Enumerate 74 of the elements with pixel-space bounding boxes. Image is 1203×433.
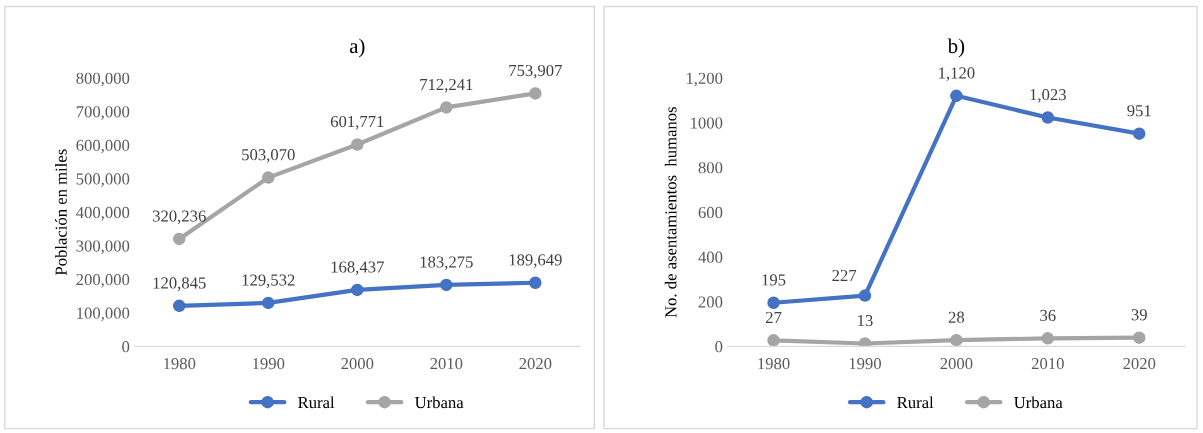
point [440, 278, 453, 292]
point [1041, 332, 1055, 345]
y-tick-label: 200 [698, 296, 723, 308]
data-label: 195 [762, 274, 786, 286]
point [172, 299, 186, 313]
y-tick-label: 0 [715, 341, 723, 353]
point [262, 171, 275, 184]
y-tick-label: 400,000 [76, 206, 130, 221]
data-label: 320,236 [152, 210, 206, 225]
data-label: 28 [948, 311, 965, 323]
data-label: 39 [1131, 309, 1147, 321]
data-label: 712,241 [420, 78, 473, 93]
x-tick-label: 1980 [758, 357, 790, 370]
point [351, 283, 364, 297]
y-tick-label: 0 [122, 341, 130, 353]
chart-title: b) [947, 38, 965, 58]
y-tick-label: 500,000 [76, 173, 130, 187]
legend-label: Rural [298, 396, 335, 409]
legend-label: Urbana [414, 396, 464, 409]
y-axis-title: No. de asentamientos humanos [664, 107, 677, 318]
x-tick-label: 2020 [1123, 357, 1156, 370]
data-label: 168,437 [331, 261, 384, 275]
point [529, 87, 542, 100]
x-tick-label: 1980 [164, 357, 196, 370]
data-label: 13 [858, 315, 873, 327]
y-tick-label: 100,000 [77, 307, 130, 322]
data-label: 27 [765, 311, 782, 323]
y-tick-label: 400 [698, 251, 723, 263]
data-label: 601,771 [330, 115, 384, 130]
data-label: 1,023 [1030, 89, 1066, 103]
point [950, 333, 963, 347]
y-tick-label: 700,000 [76, 106, 130, 120]
data-label: 503,070 [242, 149, 295, 163]
point [351, 138, 364, 151]
data-label: 129,532 [242, 274, 295, 289]
chart-title: a) [349, 38, 365, 58]
point [172, 232, 186, 246]
x-tick-label: 2000 [940, 357, 973, 370]
point [1132, 127, 1146, 140]
legend-label: Rural [897, 396, 934, 409]
data-label: 753,907 [509, 64, 562, 79]
x-tick-label: 1990 [253, 357, 285, 370]
data-label: 951 [1127, 105, 1151, 117]
y-tick-label: 800,000 [76, 72, 130, 87]
y-tick-label: 200,000 [76, 273, 130, 288]
point [262, 296, 275, 310]
legend-label: Urbana [1014, 396, 1063, 409]
point [950, 89, 963, 103]
point [1041, 111, 1055, 124]
data-label: 36 [1040, 309, 1056, 322]
y-axis-title: Población en miles [55, 149, 67, 276]
point [767, 296, 780, 310]
point [440, 101, 453, 114]
x-tick-label: 2010 [430, 357, 463, 370]
point [1132, 331, 1146, 344]
y-tick-label: 600 [698, 206, 723, 219]
data-label: 1,120 [939, 67, 975, 81]
y-tick-label: 300,000 [76, 240, 130, 255]
y-tick-label: 1000 [691, 117, 723, 129]
point [529, 276, 542, 290]
point [858, 337, 872, 347]
x-tick-label: 1990 [849, 357, 881, 370]
x-tick-label: 2020 [519, 357, 552, 370]
y-tick-label: 600,000 [76, 139, 130, 154]
data-label: 189,649 [509, 254, 562, 268]
point [767, 334, 780, 347]
y-tick-label: 1,200 [686, 72, 723, 87]
data-label: 120,845 [153, 277, 206, 291]
data-label: 227 [832, 269, 857, 281]
x-tick-label: 2000 [341, 357, 374, 370]
y-tick-label: 800 [698, 162, 723, 174]
x-tick-label: 2010 [1031, 357, 1064, 370]
point [858, 289, 872, 302]
data-label: 183,275 [420, 256, 473, 271]
